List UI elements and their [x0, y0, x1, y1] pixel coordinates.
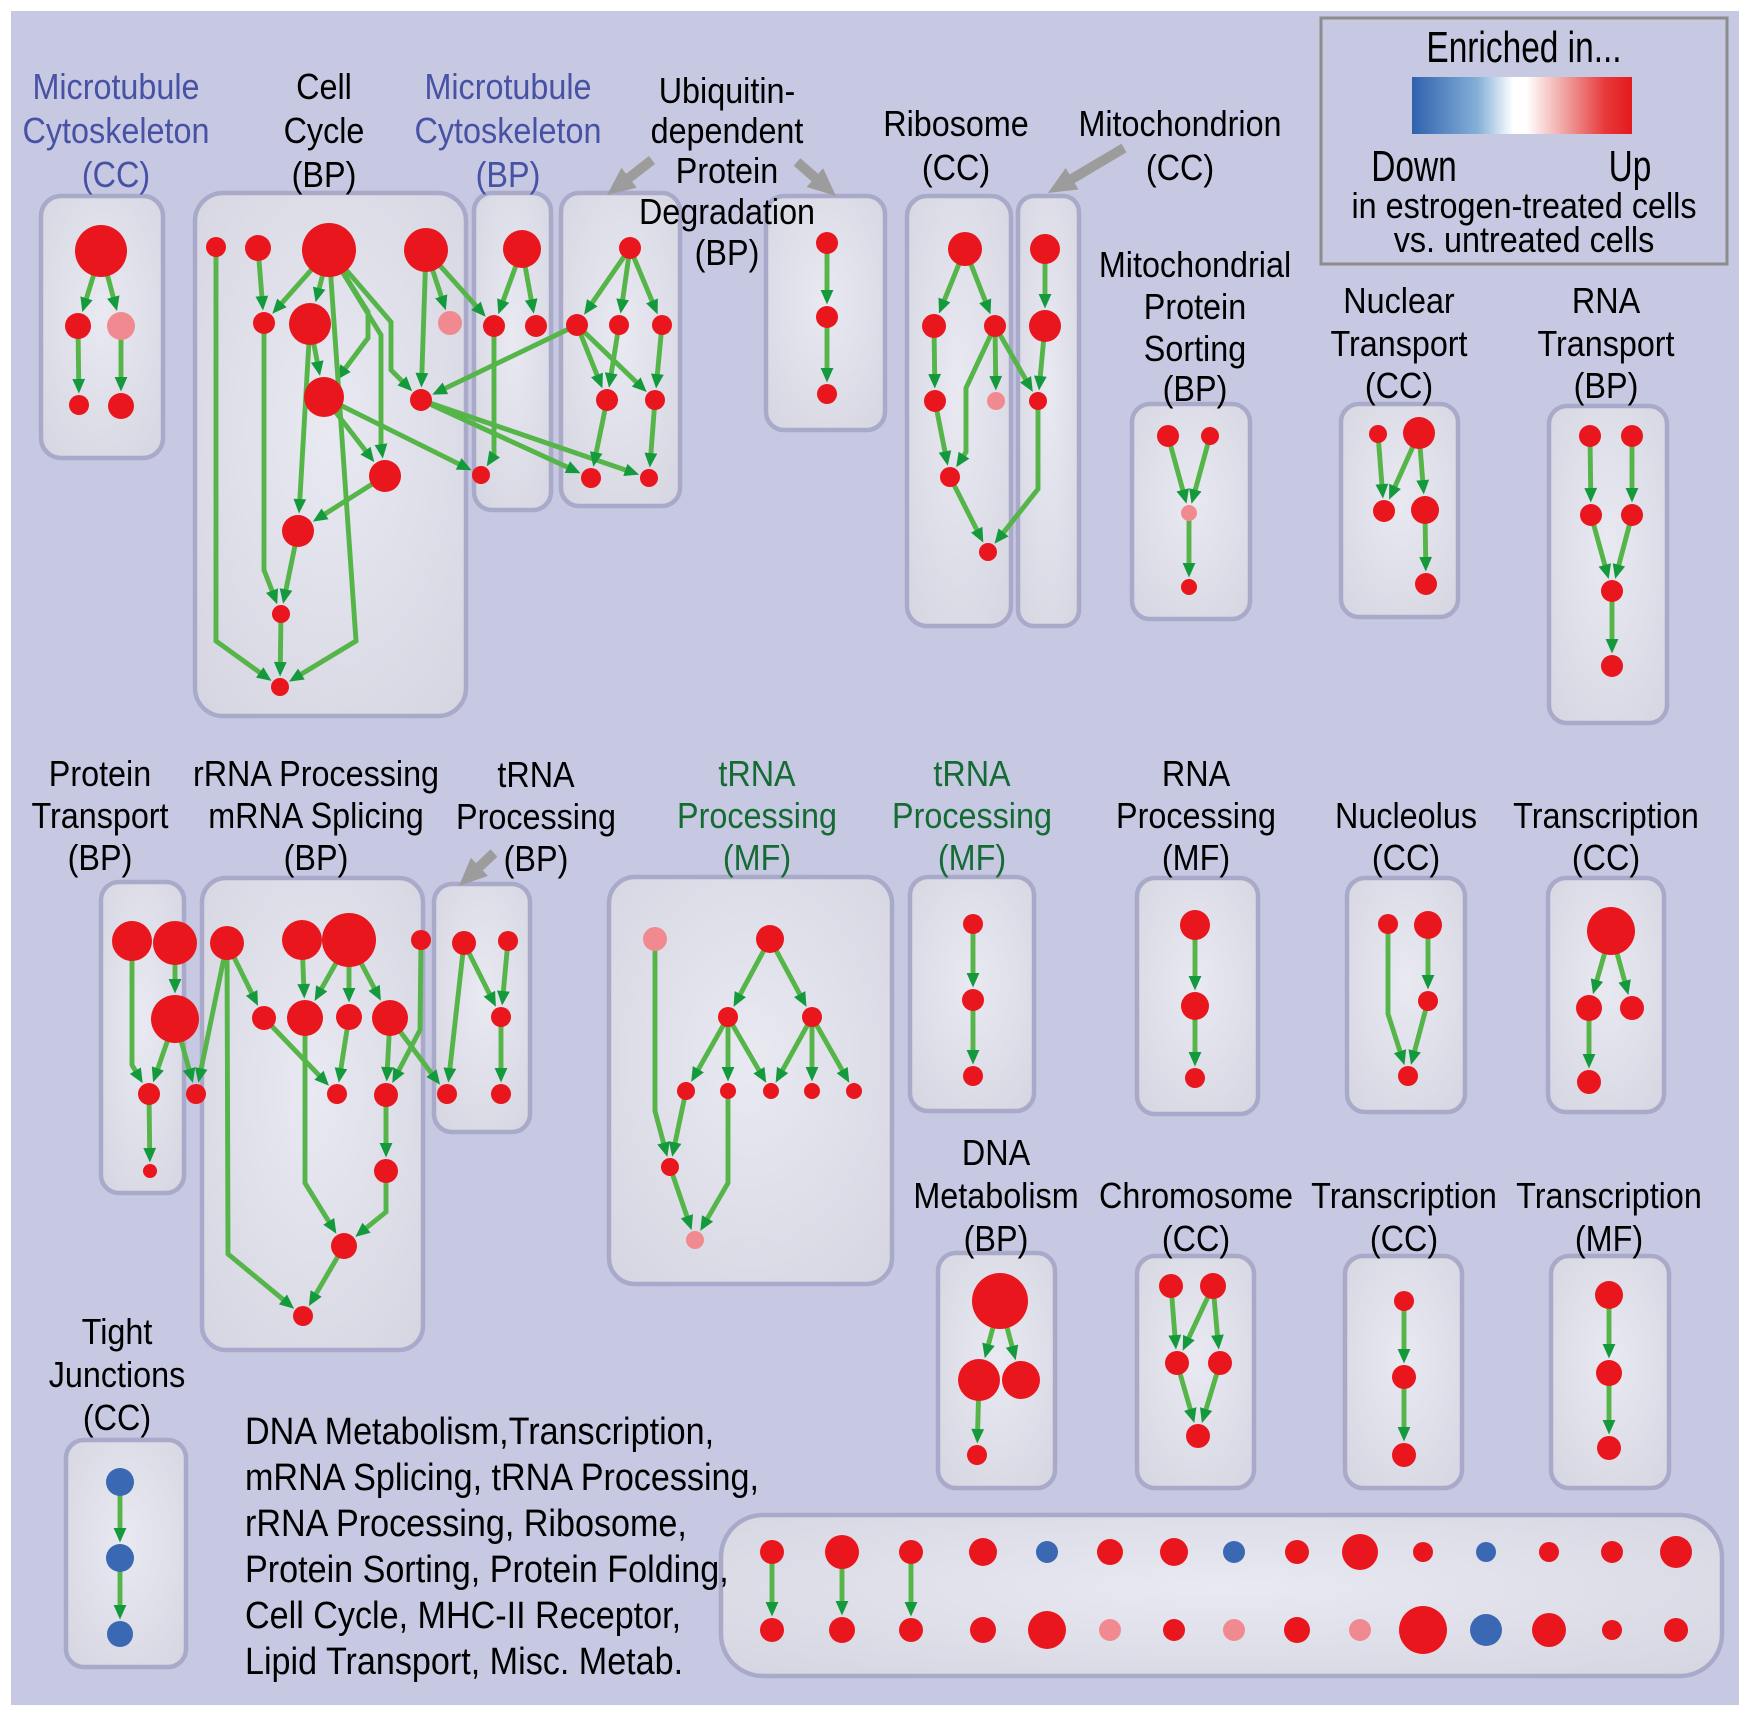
svg-text:Metabolism: Metabolism [913, 1175, 1078, 1216]
svg-text:Cytoskeleton: Cytoskeleton [415, 110, 602, 151]
svg-text:Ubiquitin-: Ubiquitin- [659, 70, 796, 111]
svg-text:(CC): (CC) [1370, 1218, 1438, 1259]
svg-text:DNA: DNA [962, 1132, 1030, 1173]
svg-text:RNA: RNA [1572, 280, 1640, 321]
svg-text:(BP): (BP) [1574, 365, 1639, 406]
svg-text:(MF): (MF) [723, 837, 791, 878]
svg-text:Cycle: Cycle [284, 110, 365, 151]
svg-text:Processing: Processing [456, 796, 616, 837]
svg-text:in estrogen-treated cells: in estrogen-treated cells [1352, 185, 1697, 226]
svg-text:(BP): (BP) [476, 154, 541, 195]
svg-text:(CC): (CC) [1572, 837, 1640, 878]
svg-text:Lipid Transport, Misc. Metab.: Lipid Transport, Misc. Metab. [245, 1641, 683, 1683]
svg-text:Protein: Protein [49, 753, 151, 794]
svg-text:Protein: Protein [676, 150, 778, 191]
svg-text:Transport: Transport [31, 795, 168, 836]
svg-text:Mitochondrion: Mitochondrion [1078, 103, 1281, 144]
svg-text:Mitochondrial: Mitochondrial [1099, 244, 1291, 285]
svg-text:mRNA Splicing: mRNA Splicing [208, 795, 424, 836]
svg-text:(CC): (CC) [1162, 1218, 1230, 1259]
svg-text:Microtubule: Microtubule [424, 66, 591, 107]
svg-text:(BP): (BP) [504, 838, 569, 879]
svg-text:Degradation: Degradation [639, 191, 815, 232]
svg-text:Down: Down [1371, 142, 1457, 191]
svg-text:Cell: Cell [296, 66, 352, 107]
svg-text:mRNA Splicing, tRNA Processing: mRNA Splicing, tRNA Processing, [245, 1457, 759, 1499]
svg-text:tRNA: tRNA [718, 753, 795, 794]
svg-text:Chromosome: Chromosome [1099, 1175, 1293, 1216]
svg-text:(CC): (CC) [1146, 147, 1214, 188]
svg-text:Ribosome: Ribosome [883, 103, 1029, 144]
svg-text:Cell Cycle, MHC-II Receptor,: Cell Cycle, MHC-II Receptor, [245, 1595, 681, 1637]
svg-text:Junctions: Junctions [49, 1354, 186, 1395]
svg-text:Protein Sorting, Protein Foldi: Protein Sorting, Protein Folding, [245, 1549, 729, 1591]
svg-text:Transport: Transport [1330, 323, 1467, 364]
svg-text:Nucleolus: Nucleolus [1335, 795, 1477, 836]
svg-text:dependent: dependent [651, 110, 804, 151]
svg-text:Up: Up [1609, 142, 1652, 191]
svg-text:(CC): (CC) [1365, 365, 1433, 406]
svg-text:Enriched in...: Enriched in... [1426, 23, 1621, 72]
svg-text:RNA: RNA [1162, 753, 1230, 794]
svg-text:rRNA Processing: rRNA Processing [193, 753, 439, 794]
svg-text:tRNA: tRNA [497, 754, 574, 795]
svg-text:Transcription: Transcription [1311, 1175, 1497, 1216]
svg-text:DNA Metabolism,Transcription,: DNA Metabolism,Transcription, [245, 1411, 714, 1453]
svg-text:Tight: Tight [82, 1311, 153, 1352]
svg-text:Processing: Processing [892, 795, 1052, 836]
svg-text:Cytoskeleton: Cytoskeleton [23, 110, 210, 151]
svg-text:(MF): (MF) [938, 837, 1006, 878]
svg-text:(BP): (BP) [68, 837, 133, 878]
svg-text:(CC): (CC) [922, 147, 990, 188]
svg-text:(CC): (CC) [1372, 837, 1440, 878]
svg-text:Processing: Processing [677, 795, 837, 836]
svg-text:Transport: Transport [1537, 323, 1674, 364]
svg-text:tRNA: tRNA [933, 753, 1010, 794]
svg-text:(BP): (BP) [695, 232, 760, 273]
svg-text:(CC): (CC) [82, 154, 150, 195]
svg-text:(CC): (CC) [83, 1397, 151, 1438]
svg-text:(BP): (BP) [284, 837, 349, 878]
svg-text:(BP): (BP) [292, 154, 357, 195]
svg-text:Processing: Processing [1116, 795, 1276, 836]
svg-text:(MF): (MF) [1162, 837, 1230, 878]
svg-text:vs. untreated cells: vs. untreated cells [1394, 219, 1655, 260]
svg-text:Protein: Protein [1144, 286, 1246, 327]
svg-text:Microtubule: Microtubule [32, 66, 199, 107]
svg-text:Transcription: Transcription [1513, 795, 1699, 836]
svg-text:Transcription: Transcription [1516, 1175, 1702, 1216]
svg-text:(MF): (MF) [1575, 1218, 1643, 1259]
svg-text:(BP): (BP) [1163, 368, 1228, 409]
svg-text:Sorting: Sorting [1144, 328, 1246, 369]
svg-text:(BP): (BP) [964, 1218, 1029, 1259]
svg-text:Nuclear: Nuclear [1343, 280, 1454, 321]
svg-text:rRNA Processing, Ribosome,: rRNA Processing, Ribosome, [245, 1503, 687, 1545]
